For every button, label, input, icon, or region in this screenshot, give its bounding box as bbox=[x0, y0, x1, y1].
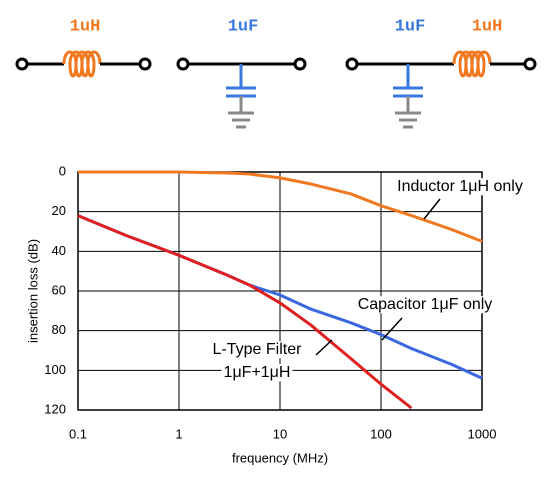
schematic-capacitor bbox=[176, 57, 307, 129]
schematic-label: 1uH bbox=[70, 17, 101, 36]
schematic-label: 1uF bbox=[395, 17, 426, 36]
y-tick-label: 60 bbox=[52, 282, 66, 297]
annotation-leader bbox=[381, 317, 403, 341]
annotation-background bbox=[221, 364, 293, 382]
annotation-background bbox=[395, 178, 525, 196]
annotation: L-Type Filter bbox=[213, 341, 303, 358]
y-tick-label: 0 bbox=[59, 163, 66, 178]
y-axis-label: insertion loss (dB) bbox=[25, 239, 40, 343]
y-tick-label: 20 bbox=[52, 203, 66, 218]
schematic-inductor bbox=[15, 50, 152, 78]
annotation: 1μF+1μH bbox=[224, 364, 291, 381]
y-tick-label: 120 bbox=[44, 401, 66, 416]
x-tick-label: 1000 bbox=[468, 426, 497, 441]
annotation-leader bbox=[423, 198, 441, 220]
x-tick-label: 100 bbox=[370, 426, 392, 441]
x-tick-label: 1 bbox=[175, 426, 182, 441]
annotation-background bbox=[355, 296, 495, 314]
schematic-label: 1uH bbox=[472, 17, 503, 36]
annotation-leader bbox=[315, 339, 333, 356]
annotation: Inductor 1μH only bbox=[397, 178, 523, 195]
series-line bbox=[78, 170, 483, 243]
schematic-l-filter bbox=[345, 50, 537, 129]
x-axis-label: frequency (MHz) bbox=[232, 450, 328, 465]
y-tick-label: 100 bbox=[44, 362, 66, 377]
y-tick-label: 80 bbox=[52, 322, 66, 337]
x-tick-label: 0.1 bbox=[69, 426, 87, 441]
series-line bbox=[77, 214, 413, 410]
schematic-label: 1uF bbox=[228, 17, 259, 36]
annotation-background bbox=[210, 341, 305, 359]
x-tick-label: 10 bbox=[273, 426, 287, 441]
annotation: Capacitor 1μF only bbox=[358, 296, 493, 313]
y-tick-label: 40 bbox=[52, 243, 66, 258]
